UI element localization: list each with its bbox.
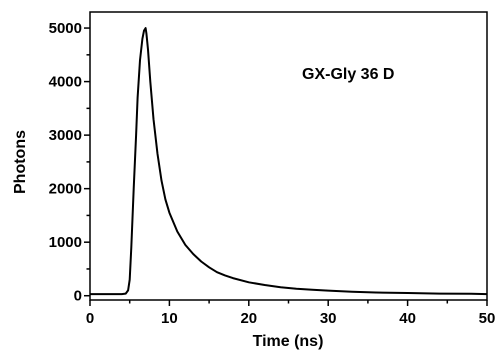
y-tick-label: 3000 [49,127,82,144]
x-tick-label: 20 [240,310,257,327]
y-tick-label: 0 [74,288,82,305]
plot-frame [89,11,488,301]
axis-ticks [84,27,488,306]
x-tick-label: 50 [479,310,496,327]
x-tick-label: 40 [399,310,416,327]
x-tick-label: 30 [320,310,337,327]
x-tick-label: 10 [161,310,178,327]
sample-annotation: GX-Gly 36 D [302,66,394,83]
y-tick-label: 4000 [49,74,82,91]
y-tick-label: 1000 [49,234,82,251]
y-tick-label: 2000 [49,181,82,198]
y-axis-title: Photons [12,130,29,194]
x-axis-title: Time (ns) [253,333,324,350]
photon-decay-series-line [90,27,488,296]
axis-tick-labels: 0 10 20 30 40 50 0 1000 2000 3000 4000 5000 [49,20,496,327]
y-tick-label: 5000 [49,20,82,37]
x-tick-label: 0 [86,310,94,327]
